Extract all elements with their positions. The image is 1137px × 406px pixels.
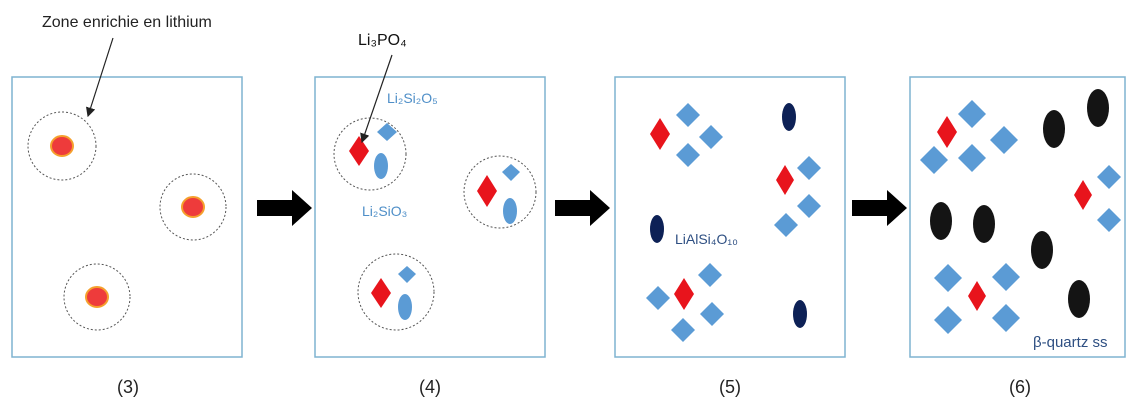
red-diamond — [937, 116, 957, 148]
red-diamond — [1074, 180, 1092, 210]
li3po4-arrow — [360, 54, 393, 144]
lithium-zone — [27, 111, 97, 181]
lithium-zone-arrow — [85, 37, 114, 118]
blue-diamond — [1097, 208, 1121, 232]
label-lialsi4o10: LiAlSi₄O₁₀ — [675, 231, 738, 247]
black-ellipse — [1087, 89, 1109, 127]
blue-diamond — [676, 143, 700, 167]
blue-diamond — [797, 156, 821, 180]
black-ellipse — [1031, 231, 1053, 269]
blue-diamond — [698, 263, 722, 287]
blue-ellipse — [503, 198, 517, 224]
blue-diamond — [992, 263, 1020, 291]
transition-arrow-3-4 — [257, 190, 312, 226]
blue-diamond — [398, 266, 416, 283]
li3po4-callout: Li₃PO₄ — [358, 32, 407, 49]
transition-arrow-5-6 — [852, 190, 907, 226]
transition-arrow-4-5 — [555, 190, 610, 226]
panel-4: Li₂Si₂O₅ Li₂SiO₃ (4) — [314, 76, 546, 397]
black-ellipse — [930, 202, 952, 240]
blue-diamond — [1097, 165, 1121, 189]
blue-ellipse — [374, 153, 388, 179]
lithium-zone-callout: Zone enrichie en lithium — [42, 14, 212, 31]
caption-3: (3) — [117, 377, 139, 397]
label-li2sio3: Li₂SiO₃ — [362, 203, 407, 219]
caption-5: (5) — [719, 377, 741, 397]
blue-diamond — [646, 286, 670, 310]
label-li2si2o5: Li₂Si₂O₅ — [387, 90, 438, 106]
blue-diamond — [700, 302, 724, 326]
blue-diamond — [958, 144, 986, 172]
navy-ellipse — [793, 300, 807, 328]
blue-diamond — [676, 103, 700, 127]
blue-diamond — [502, 164, 520, 181]
blue-diamond — [990, 126, 1018, 154]
red-diamond — [349, 136, 369, 166]
navy-ellipse — [782, 103, 796, 131]
red-diamond — [371, 278, 391, 308]
blue-diamond — [934, 306, 962, 334]
lithium-nucleus — [50, 135, 74, 157]
blue-ellipse — [398, 294, 412, 320]
red-diamond — [674, 278, 694, 310]
label-beta-quartz: β-quartz ss — [1033, 334, 1107, 351]
blue-diamond — [699, 125, 723, 149]
red-diamond — [968, 281, 986, 311]
lithium-zone — [159, 173, 227, 241]
panel-6: β-quartz ss (6) — [909, 76, 1126, 397]
blue-diamond — [797, 194, 821, 218]
red-diamond — [650, 118, 670, 150]
blue-diamond — [920, 146, 948, 174]
lithium-nucleus — [181, 196, 205, 218]
caption-6: (6) — [1009, 377, 1031, 397]
panel-5: LiAlSi₄O₁₀ (5) — [614, 76, 846, 397]
blue-diamond — [774, 213, 798, 237]
navy-ellipse — [650, 215, 664, 243]
black-ellipse — [973, 205, 995, 243]
red-diamond — [776, 165, 794, 195]
blue-diamond — [671, 318, 695, 342]
lithium-zone — [63, 263, 131, 331]
panel-3-frame — [11, 76, 243, 358]
lithium-nucleus — [85, 286, 109, 308]
blue-diamond — [958, 100, 986, 128]
blue-diamond — [934, 264, 962, 292]
blue-diamond — [377, 123, 397, 141]
black-ellipse — [1043, 110, 1065, 148]
black-ellipse — [1068, 280, 1090, 318]
panel-3: (3) — [11, 76, 243, 397]
caption-4: (4) — [419, 377, 441, 397]
red-diamond — [477, 175, 497, 207]
blue-diamond — [992, 304, 1020, 332]
panel-5-frame — [614, 76, 846, 358]
